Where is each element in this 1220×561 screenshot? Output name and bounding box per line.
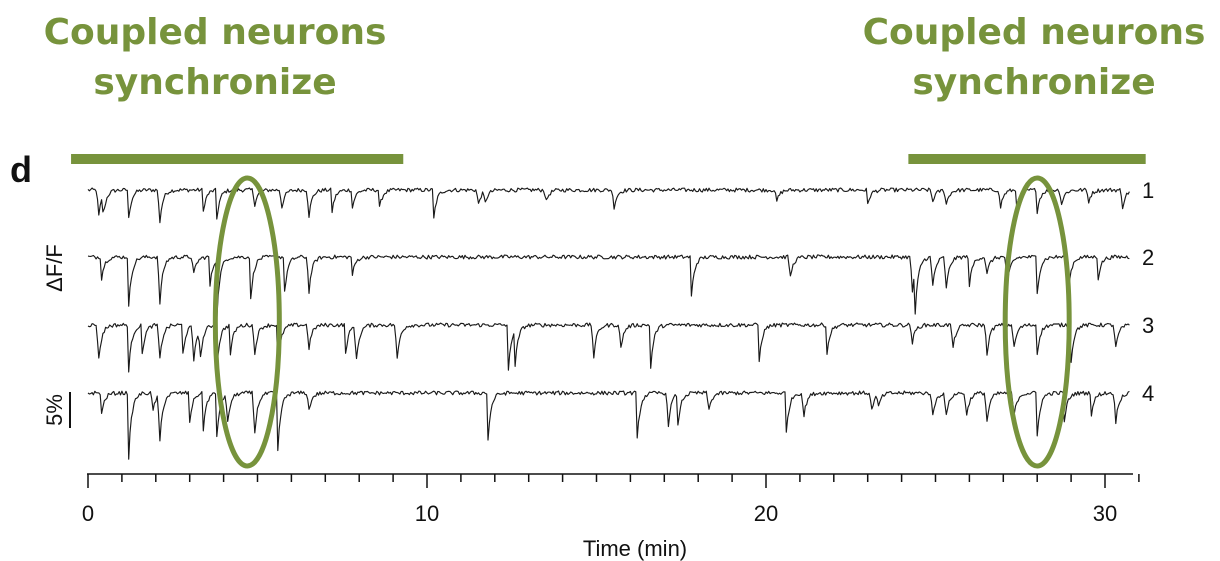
x-tick-label-20: 20	[754, 501, 778, 526]
traces: 1 2 3 4	[87, 178, 1154, 460]
annotation-right-line2: synchronize	[912, 62, 1156, 103]
trace-4	[87, 390, 1130, 460]
trace-label-4: 4	[1142, 381, 1154, 406]
annotation-right-line1: Coupled neurons	[862, 12, 1206, 53]
x-tick-label-10: 10	[415, 501, 439, 526]
panel-label: d	[10, 149, 32, 190]
trace-label-2: 2	[1142, 245, 1154, 270]
trace-label-1: 1	[1142, 178, 1154, 203]
y-axis-label: ΔF/F	[42, 244, 67, 292]
annotation-left-line2: synchronize	[93, 62, 337, 103]
trace-1	[87, 187, 1130, 224]
annotation-right: Coupled neurons synchronize	[848, 8, 1220, 108]
trace-3	[87, 322, 1130, 373]
sync-ellipses	[212, 175, 1072, 469]
annotation-left-line1: Coupled neurons	[43, 12, 387, 53]
trace-label-3: 3	[1142, 313, 1154, 338]
sync-ellipse-1	[212, 175, 282, 469]
annotation-left: Coupled neurons synchronize	[30, 8, 400, 108]
x-tick-label-0: 0	[82, 501, 94, 526]
scale-bar: 5%	[42, 392, 71, 428]
x-axis: 0 10 20 30	[82, 473, 1140, 526]
x-tick-label-30: 30	[1093, 501, 1117, 526]
sync-ellipse-2	[1002, 175, 1072, 469]
scale-bar-label: 5%	[42, 394, 67, 426]
x-axis-label: Time (min)	[583, 536, 687, 561]
trace-2	[87, 254, 1130, 321]
